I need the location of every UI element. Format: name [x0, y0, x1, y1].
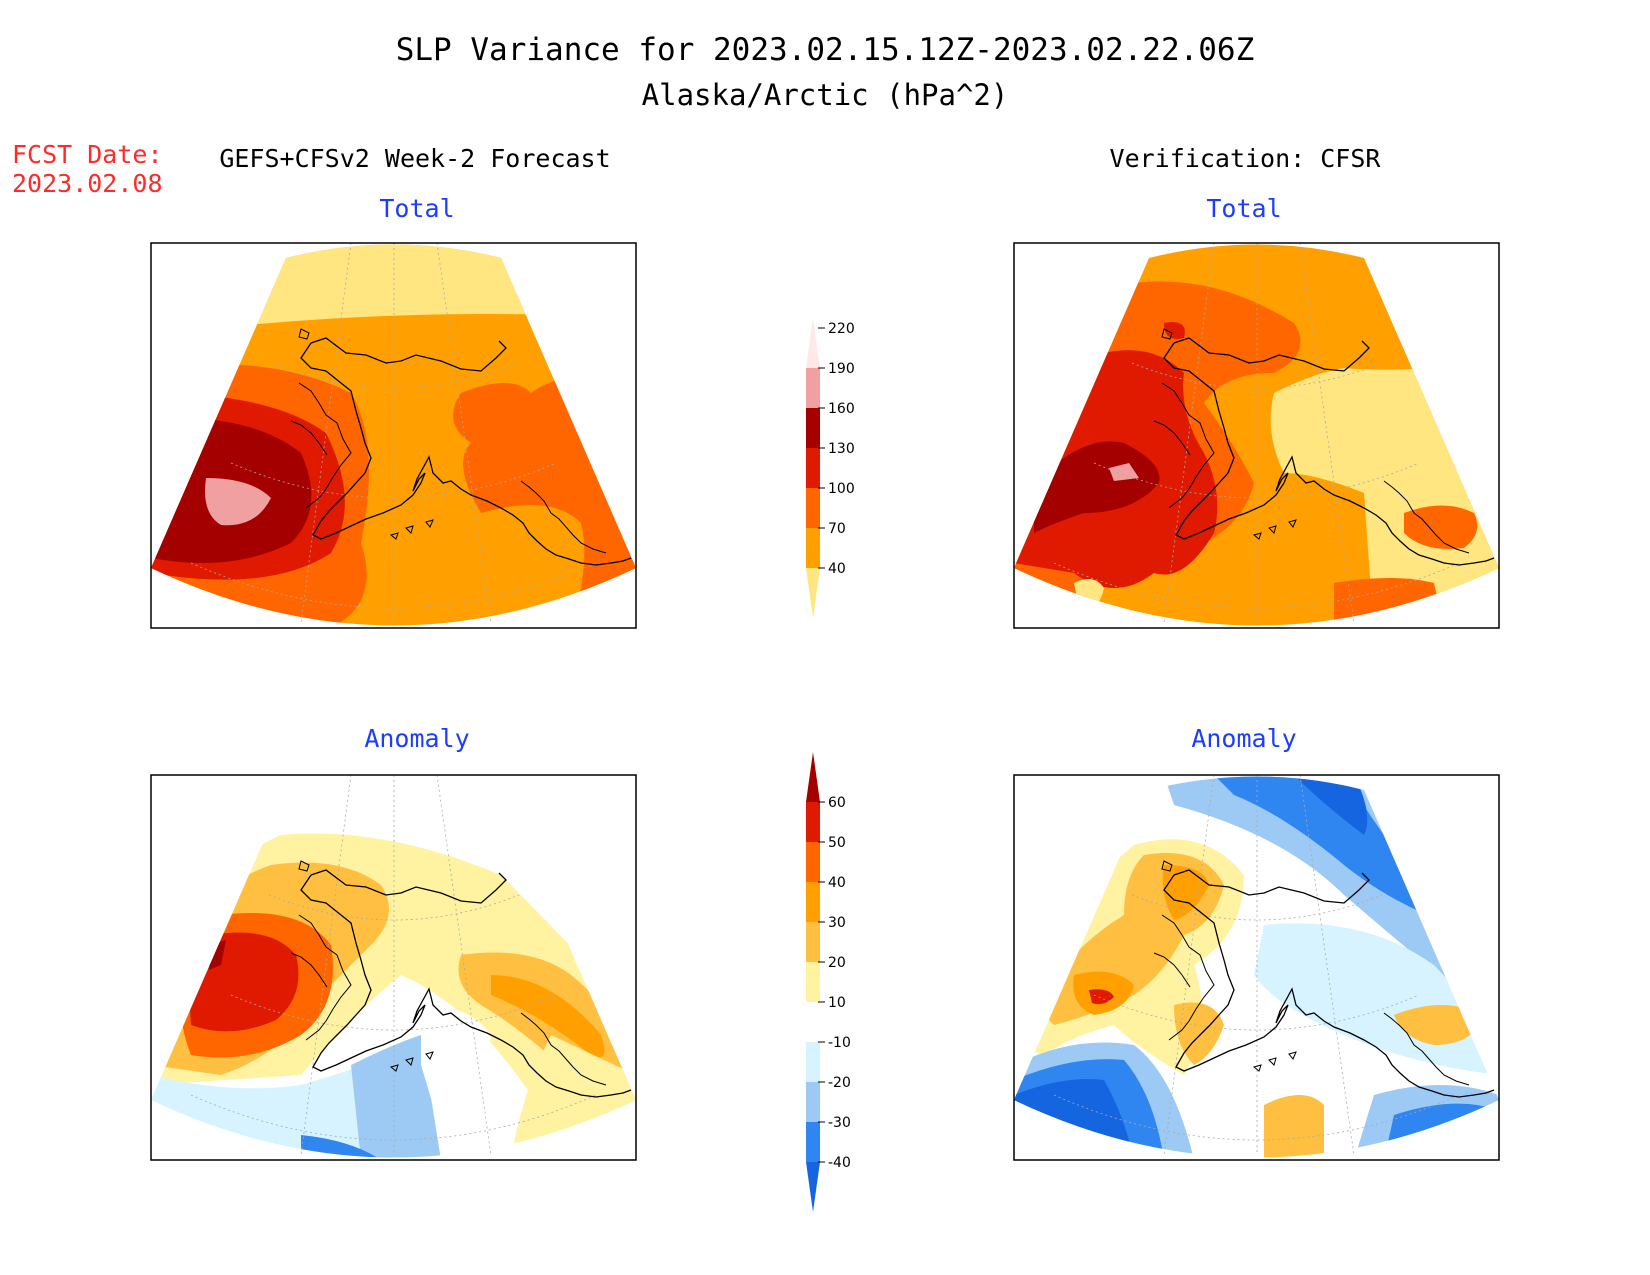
forecast-total-map [150, 242, 637, 629]
colorbar-anomaly-label: 20 [828, 955, 846, 971]
colorbar-anomaly-segment [806, 1082, 820, 1122]
verification-column-title: Verification: CFSR [1110, 144, 1382, 173]
colorbar-total-segment [806, 568, 820, 618]
colorbar-anomaly-label: 60 [828, 795, 846, 811]
colorbar-total-label: 130 [828, 441, 855, 457]
forecast-anomaly-map [150, 774, 637, 1161]
colorbar-total-segment [806, 448, 820, 488]
forecast-column-title: GEFS+CFSv2 Week-2 Forecast [219, 144, 610, 173]
colorbar-anomaly-segment [806, 1162, 820, 1212]
colorbar-anomaly-label: 30 [828, 915, 846, 931]
colorbar-total-label: 220 [828, 321, 855, 337]
colorbar-anomaly-label: 40 [828, 875, 846, 891]
colorbar-total-segment [806, 368, 820, 408]
colorbar-anomaly-segment [806, 1042, 820, 1082]
colorbar-total-segment [806, 408, 820, 448]
colorbar-anomaly-segment [806, 842, 820, 882]
colorbar-total-label: 160 [828, 401, 855, 417]
colorbar-anomaly-segment [806, 1002, 820, 1042]
colorbar-anomaly-label: -10 [828, 1035, 851, 1051]
colorbar-anomaly-segment [806, 802, 820, 842]
colorbar-anomaly: -40 -30 -20 -10 10 20 30 40 50 60 [806, 752, 851, 1212]
colorbar-anomaly-segment [806, 752, 820, 802]
colorbar-total-label: 100 [828, 481, 855, 497]
colorbar-anomaly-segment [806, 962, 820, 1002]
colorbar-anomaly-label: 10 [828, 995, 846, 1011]
colorbar-total: 40 70 100 130 160 190 220 [806, 318, 855, 618]
colorbar-anomaly-segment [806, 1122, 820, 1162]
forecast-anomaly-title: Anomaly [364, 724, 469, 753]
colorbar-total-label: 190 [828, 361, 855, 377]
verification-total-title: Total [1206, 194, 1281, 223]
verification-anomaly-title: Anomaly [1191, 724, 1296, 753]
colorbar-total-segment [806, 488, 820, 528]
fcst-date-label: FCST Date: [12, 140, 163, 169]
colorbar-anomaly-segment [806, 882, 820, 922]
colorbar-anomaly-label: -20 [828, 1075, 851, 1091]
fcst-date-value: 2023.02.08 [12, 169, 163, 198]
colorbar-anomaly-label: -30 [828, 1115, 851, 1131]
colorbar-total-label: 40 [828, 561, 846, 577]
colorbar-total-segment [806, 528, 820, 568]
verification-total-map [1013, 242, 1500, 629]
colorbar-anomaly-segment [806, 922, 820, 962]
verification-anomaly-map [1013, 774, 1500, 1161]
colorbar-anomaly-label: 50 [828, 835, 846, 851]
colorbar-total-label: 70 [828, 521, 846, 537]
forecast-total-title: Total [379, 194, 454, 223]
figure-title: SLP Variance for 2023.02.15.12Z-2023.02.… [396, 32, 1255, 68]
figure-subtitle: Alaska/Arctic (hPa^2) [642, 78, 1009, 112]
colorbar-anomaly-label: -40 [828, 1155, 851, 1171]
colorbar-total-segment [806, 318, 820, 368]
